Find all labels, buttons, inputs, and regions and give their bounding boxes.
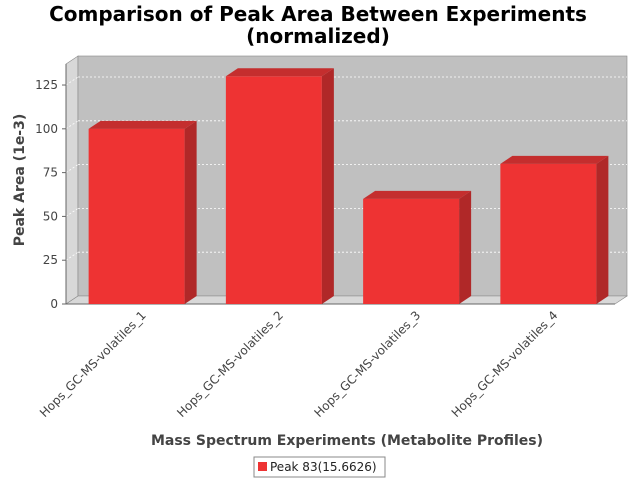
- bar-top: [225, 68, 334, 77]
- legend: Peak 83(15.6626): [253, 456, 386, 478]
- y-axis-label: Peak Area (1e-3): [12, 114, 28, 247]
- y-gridline-wall: [65, 164, 79, 173]
- plot-left-wall: [65, 55, 79, 305]
- bar-top: [88, 120, 197, 129]
- x-axis-label: Mass Spectrum Experiments (Metabolite Pr…: [151, 433, 543, 449]
- y-tick-label: 25: [43, 253, 58, 267]
- bar-top: [500, 155, 609, 164]
- bar-top: [363, 190, 472, 199]
- y-gridline-wall: [65, 76, 79, 86]
- chart-title: Comparison of Peak Area Between Experime…: [49, 2, 587, 26]
- bar: [500, 163, 597, 304]
- y-gridline-wall: [65, 208, 79, 217]
- bar-side: [459, 190, 472, 304]
- y-gridline-wall: [65, 251, 79, 261]
- y-tick-label: 50: [43, 209, 58, 223]
- x-tick-label: Hops_GC-MS-volatiles_2: [174, 308, 286, 420]
- x-tick-label: Hops_GC-MS-volatiles_3: [312, 308, 424, 420]
- bar-side: [184, 120, 197, 304]
- bar-side: [596, 155, 609, 304]
- legend-swatch: [258, 462, 267, 471]
- legend-entry-label: Peak 83(15.6626): [270, 460, 377, 474]
- y-tick-label: 100: [35, 122, 58, 136]
- y-gridline-wall: [65, 120, 79, 130]
- chart-subtitle: (normalized): [246, 24, 390, 48]
- x-tick-label: Hops_GC-MS-volatiles_1: [37, 308, 149, 420]
- bar: [225, 76, 322, 304]
- x-tick-label: Hops_GC-MS-volatiles_4: [449, 308, 561, 420]
- bar: [88, 128, 185, 304]
- bar: [363, 198, 460, 304]
- y-tick-label: 125: [35, 78, 58, 92]
- legend-frame: [253, 456, 386, 478]
- y-tick-label: 75: [43, 166, 58, 180]
- y-tick-label: 0: [50, 297, 58, 311]
- bar-side: [321, 68, 334, 304]
